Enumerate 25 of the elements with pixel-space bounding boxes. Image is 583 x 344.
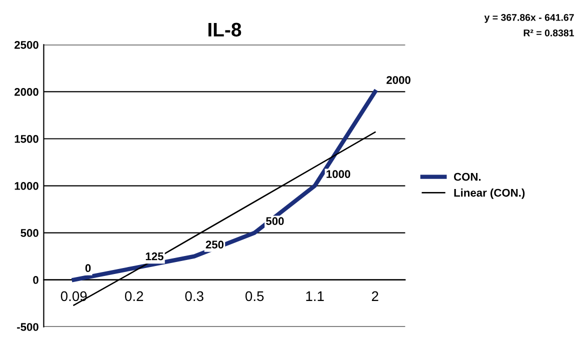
y-tick-label: 0 [33,276,38,284]
data-label: 125 [146,252,164,260]
y-tick-label: 1500 [14,135,38,143]
data-label: 500 [266,217,284,226]
data-label: 250 [206,240,224,249]
chart-title: IL-8 [208,22,242,37]
x-tick-label: 1.1 [306,291,324,301]
y-tick-label: 2500 [14,40,38,49]
data-label: 1000 [326,170,350,178]
data-label: 2000 [386,76,410,84]
x-tick-label: 0.3 [185,291,204,302]
x-tick-label: 0.2 [124,291,144,302]
y-tick-label: -500 [17,323,38,331]
y-tick-label: 2000 [14,88,38,96]
x-tick-label: 0.09 [60,291,87,302]
legend-label: CON. [454,172,481,181]
y-tick-label: 500 [20,229,38,237]
data-label: 0 [85,264,91,272]
line-series [72,90,378,282]
text: y = 367.86x - 641.67 [484,14,574,23]
y-tick-label: 1000 [14,182,38,190]
x-tick-label: 0.5 [245,291,264,302]
x-tick-label: 2 [372,291,378,301]
legend-label: Linear (CON.) [454,188,525,199]
text: R² = 0.8381 [524,29,574,36]
